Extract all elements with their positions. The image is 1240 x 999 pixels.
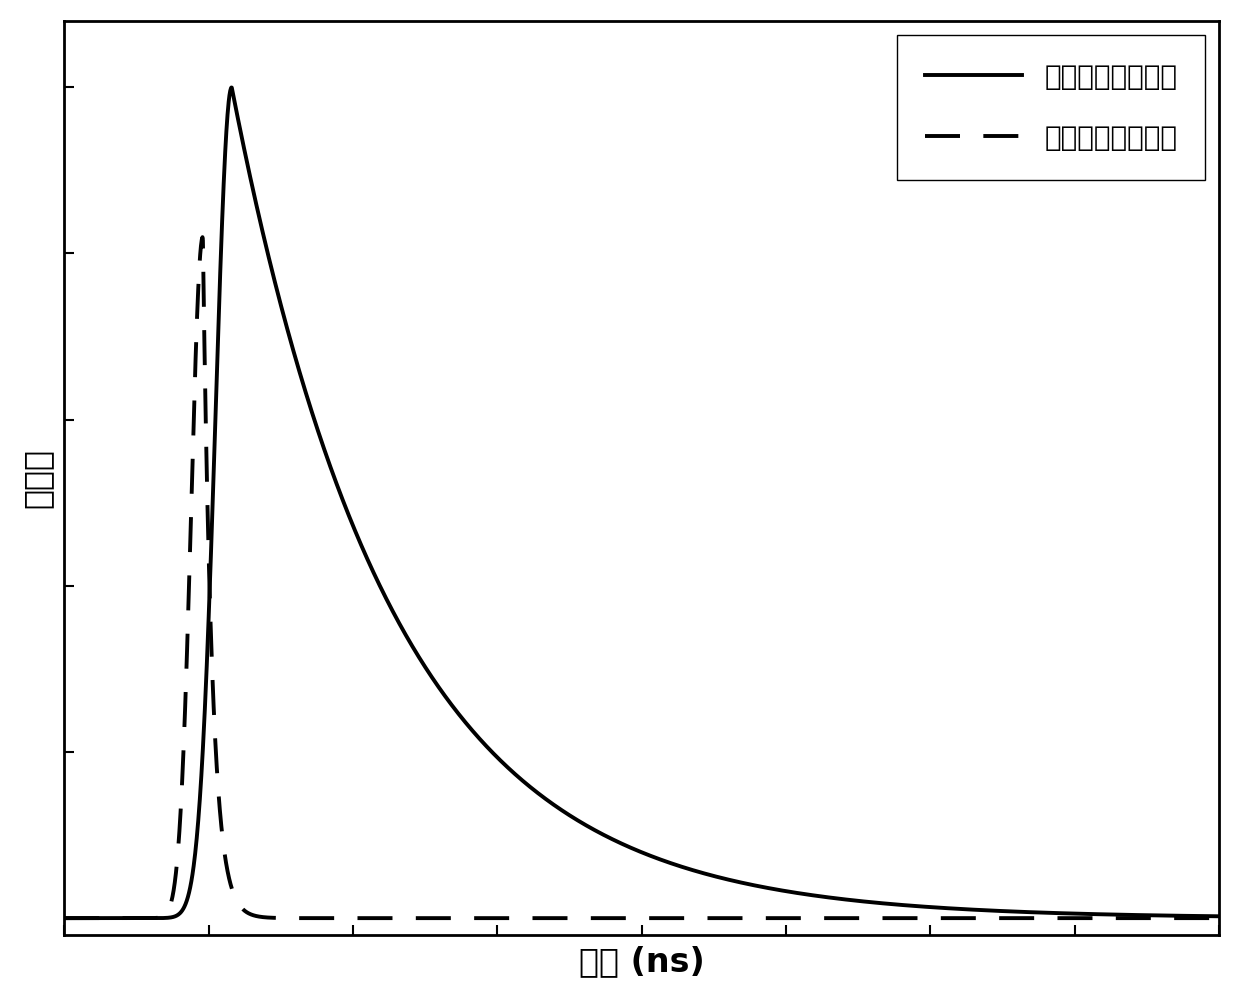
- 仪器响应函数曲线: [188, 342, 203, 354]
- 荧光寿命衰减曲线: [500, 761, 515, 773]
- Line: 仪器响应函数曲线: 仪器响应函数曲线: [64, 237, 1219, 918]
- 荧光寿命衰减曲线: [1189, 910, 1204, 922]
- Y-axis label: 计数值: 计数值: [21, 448, 53, 507]
- 仪器响应函数曲线: [1065, 912, 1080, 924]
- Line: 荧光寿命衰减曲线: 荧光寿命衰减曲线: [64, 88, 1219, 918]
- 荧光寿命衰减曲线: [258, 236, 273, 248]
- 仪器响应函数曲线: [1211, 912, 1226, 924]
- 荧光寿命衰减曲线: [188, 840, 203, 852]
- 荧光寿命衰减曲线: [224, 82, 239, 94]
- 仪器响应函数曲线: [500, 912, 515, 924]
- 荧光寿命衰减曲线: [1065, 907, 1080, 919]
- 仪器响应函数曲线: [258, 911, 273, 923]
- 仪器响应函数曲线: [57, 912, 72, 924]
- 仪器响应函数曲线: [195, 231, 210, 243]
- 仪器响应函数曲线: [1189, 912, 1204, 924]
- 仪器响应函数曲线: [551, 912, 565, 924]
- 荧光寿命衰减曲线: [57, 912, 72, 924]
- 荧光寿命衰减曲线: [551, 801, 565, 813]
- Legend: 荧光寿命衰减曲线, 仪器响应函数曲线: 荧光寿命衰减曲线, 仪器响应函数曲线: [898, 35, 1205, 180]
- X-axis label: 时间 (ns): 时间 (ns): [579, 945, 704, 978]
- 荧光寿命衰减曲线: [1211, 910, 1226, 922]
